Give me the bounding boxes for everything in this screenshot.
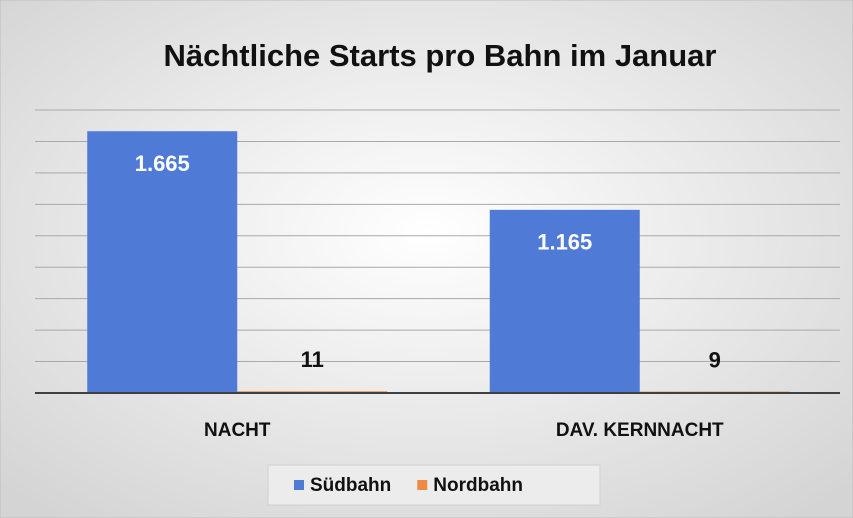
bar <box>489 209 640 393</box>
bar <box>87 131 238 393</box>
value-label: 1.665 <box>135 151 190 176</box>
value-label: 1.165 <box>537 230 592 255</box>
chart-title: Nächtliche Starts pro Bahn im Januar <box>164 38 717 73</box>
value-label: 11 <box>301 347 324 372</box>
legend-label: Südbahn <box>310 475 391 496</box>
legend-swatch <box>417 480 428 490</box>
legend-label: Nordbahn <box>433 475 523 496</box>
legend-swatch <box>294 480 304 490</box>
value-label: 9 <box>709 347 721 372</box>
x-tick-label: NACHT <box>204 420 271 441</box>
legend-box <box>267 464 601 506</box>
x-tick-label: DAV. KERNNACHT <box>556 420 724 441</box>
